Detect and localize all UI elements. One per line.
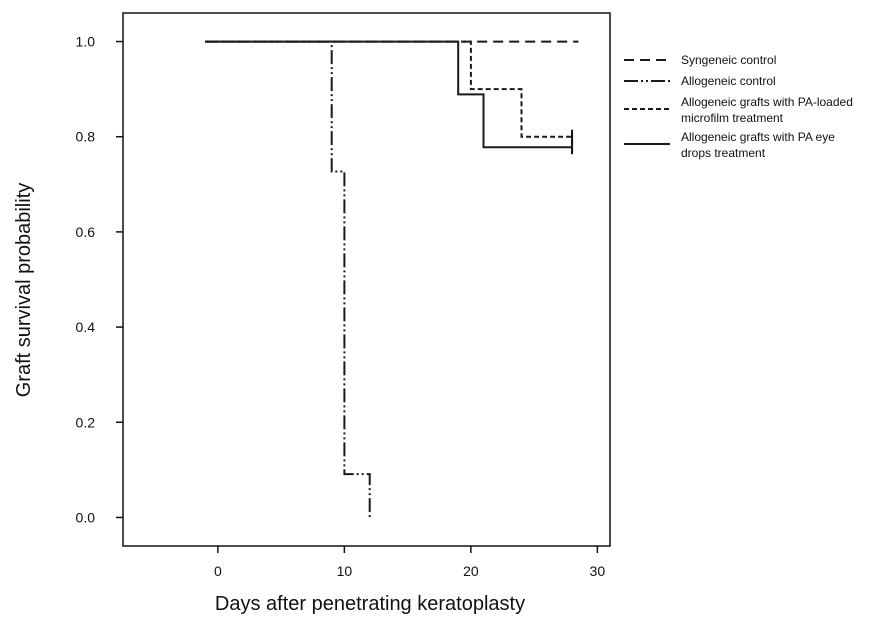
- legend-label: Allogeneic grafts with PA eye: [681, 130, 835, 144]
- x-axis-ticks: 0 10 20 30: [214, 546, 605, 579]
- y-axis-title: Graft survival probability: [13, 183, 35, 398]
- x-tick-label: 20: [463, 563, 479, 579]
- y-tick-label: 1.0: [76, 34, 96, 50]
- legend-label: drops treatment: [681, 146, 766, 160]
- x-tick-label: 0: [214, 563, 222, 579]
- y-tick-label: 0.4: [76, 319, 96, 335]
- legend-label: Syngeneic control: [681, 53, 776, 67]
- legend-label: Allogeneic grafts with PA-loaded: [681, 95, 853, 109]
- series-lines: [205, 40, 579, 518]
- x-axis-title: Days after penetrating keratoplasty: [215, 593, 525, 615]
- plot-frame: [122, 12, 611, 547]
- legend-label: microfilm treatment: [681, 111, 784, 125]
- x-tick-label: 30: [590, 563, 606, 579]
- legend: Syngeneic control Allogeneic control Allog…: [624, 53, 853, 160]
- series-line-2: [205, 40, 371, 518]
- y-tick-label: 0.0: [76, 509, 96, 525]
- legend-label: Allogeneic control: [681, 74, 776, 88]
- y-tick-label: 0.8: [76, 129, 96, 145]
- series-line-4: [205, 40, 573, 149]
- y-tick-label: 0.6: [76, 224, 96, 240]
- x-tick-label: 10: [337, 563, 353, 579]
- y-tick-label: 0.2: [76, 414, 96, 430]
- y-axis-ticks: 0.0 0.2 0.4 0.6 0.8 1.0: [76, 34, 123, 525]
- series-line-3: [205, 40, 573, 138]
